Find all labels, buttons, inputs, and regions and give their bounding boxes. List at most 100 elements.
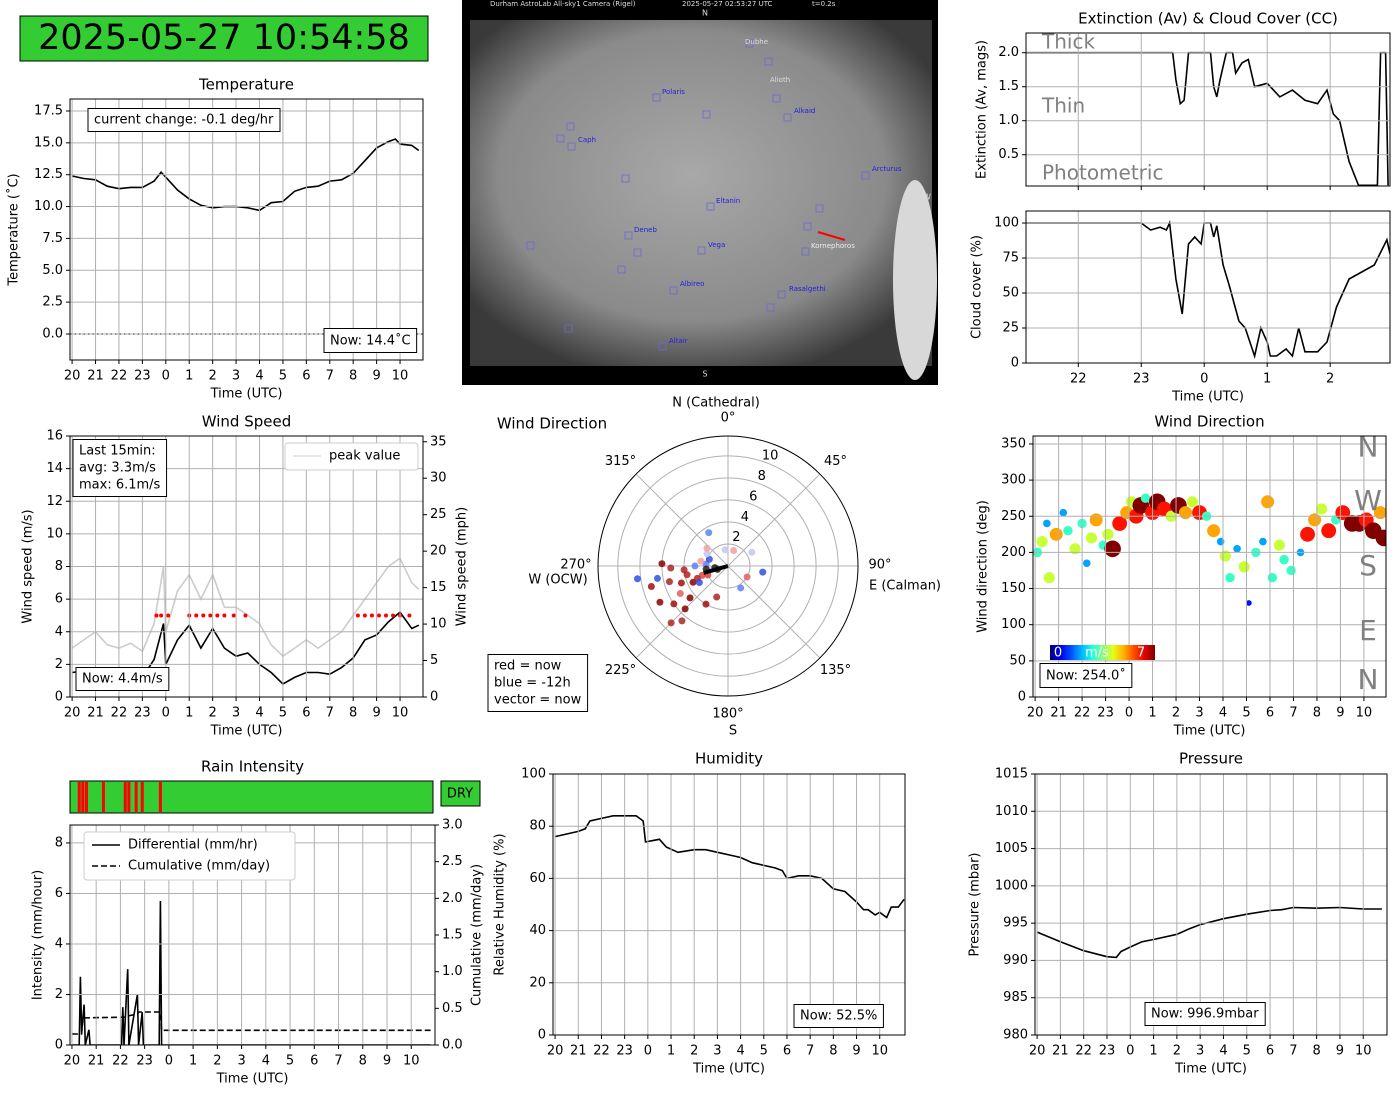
y-axis-label: Intensity (mm/hour) [31,870,46,1000]
rain-event [134,782,138,812]
x-tick-label: 10 [1355,1044,1372,1059]
wind-point [695,579,703,587]
direction-label: W (OCW) [528,573,587,588]
r-tick-label: 2 [732,530,740,545]
y-tick-label: 100 [521,767,546,782]
y-tick-label: 1005 [995,841,1028,856]
y-tick-label: 4 [55,936,63,951]
star-box [633,248,642,257]
x-tick-label: 6 [783,1044,791,1059]
y2-axis-label: Cumulative (mm/day) [470,864,485,1006]
star-label: Deneb [634,226,657,234]
colorbar-min: 0 [1054,646,1062,661]
scatter-point [1267,573,1278,583]
x-tick-label: 3 [232,369,240,384]
chart-title: Wind Direction [497,415,607,433]
scatter-point [1102,528,1114,540]
marker [369,613,374,618]
x-tick-label: 5 [279,706,287,721]
y-tick-label: 6 [55,592,63,607]
star-box [621,174,630,183]
x-tick-label: 2 [209,369,217,384]
scatter-point [1286,565,1296,576]
x-tick-label: 8 [1313,1044,1321,1059]
annotation: Now: 52.5% [793,1004,884,1028]
plot-area [1033,493,1386,606]
y-axis-label: Cloud cover (%) [970,235,985,339]
y-tick-label: 995 [1003,916,1028,931]
r-tick-label: 10 [762,449,779,464]
x-tick-label: 1 [1149,1044,1157,1059]
star-label: Arcturus [872,165,902,173]
scatter-point [1273,539,1285,551]
annotation: red = now blue = -12h vector = now [487,654,589,712]
star-label: Alkaid [794,107,815,115]
pointer-arrow [817,231,846,241]
wind-point [721,546,729,554]
x-tick-label: 10 [392,369,409,384]
x-tick-label: 1 [667,1044,675,1059]
theta-tick-label: 225° [605,663,636,678]
x-tick-label: 6 [1266,1044,1274,1059]
theta-tick-label: 90° [868,558,891,573]
x-tick-label: 23 [616,1044,633,1059]
x-tick-label: 0 [1126,1044,1134,1059]
y-tick-label: 0.0 [42,327,63,342]
x-tick-label: 3 [237,1054,245,1069]
annotation-box [323,328,418,353]
x-tick-label: 22 [112,1054,129,1069]
annotation-text: Now: 52.5% [800,1009,877,1024]
y-tick-label: 5.0 [42,263,63,278]
x-tick-label: 0 [162,706,170,721]
marker [208,613,213,618]
x-tick-label: 10 [1356,706,1373,721]
scatter-point [1259,537,1267,546]
star-box [624,231,633,240]
scatter-point [1308,513,1322,527]
x-tick-label: 9 [372,369,380,384]
star-label: Altair [669,337,688,345]
wind-point [656,598,664,606]
annotation: Thin [1041,94,1085,118]
x-tick-label: 10 [403,1054,420,1069]
x-tick-label: 22 [593,1044,610,1059]
star-label: Kornephoros [811,242,855,250]
colorbar-max: 7 [1137,646,1145,661]
legend-box [284,442,419,471]
x-tick-label: 23 [134,706,151,721]
x-tick-label: 4 [255,369,263,384]
x-tick-label: 2 [1173,1044,1181,1059]
y2-tick-label: 0.0 [442,1038,463,1053]
marker [243,613,248,618]
wind-point [678,617,686,625]
marker [215,613,220,618]
x-tick-label: 22 [1074,706,1091,721]
x-tick-label: 20 [1027,706,1044,721]
colorbar [1050,645,1155,660]
scatter-point [1178,506,1192,520]
annotation-text: blue = -12h [494,676,571,691]
annotation-text: Now: 14.4˚C [330,333,411,349]
r-tick-label: 4 [741,510,749,525]
plot-area [1036,906,1382,959]
scatter-point [1043,519,1051,528]
y-tick-label: 14 [46,461,63,476]
plot-area [1026,220,1390,359]
y-tick-label: 150 [1001,581,1026,596]
y2-tick-label: 2.0 [442,891,463,906]
x-axis-label: Time (UTC) [1171,390,1244,405]
x-tick-label: 5 [279,369,287,384]
axes-frame [1034,773,1388,1036]
y2-tick-label: 3.0 [442,818,463,833]
annotation: Now: 4.4m/s [75,667,170,691]
x-tick-label: 5 [286,1054,294,1069]
y2-tick-label: 5 [430,653,438,668]
axes-frame [69,824,436,1046]
y-axis-label: Wind direction (deg) [976,500,991,633]
x-tick-label: 3 [232,706,240,721]
x-tick-label: 22 [1070,372,1087,387]
camera-north: N [702,9,708,18]
wind-point [633,575,641,583]
scatter-point [1049,527,1063,541]
